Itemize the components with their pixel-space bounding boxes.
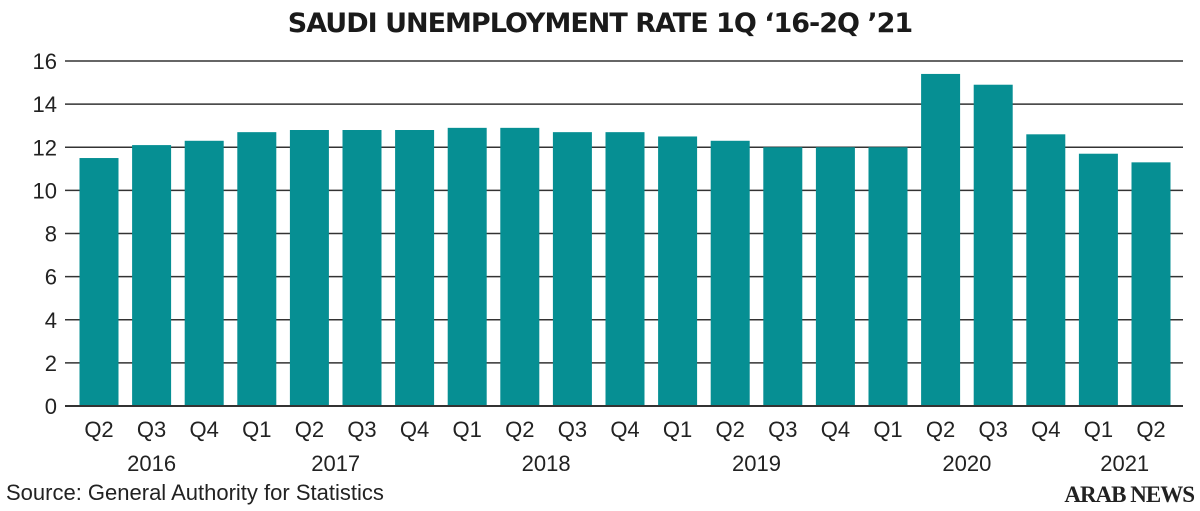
year-label: 2017 (311, 451, 360, 476)
source-note: Source: General Authority for Statistics (6, 480, 384, 505)
year-label: 2016 (127, 451, 176, 476)
x-tick-label: Q2 (716, 417, 745, 442)
x-tick-label: Q1 (242, 417, 271, 442)
bar (289, 130, 329, 405)
chart-title: SAUDI UNEMPLOYMENT RATE 1Q ‘16-2Q ’21 (287, 8, 913, 39)
y-tick-label: 8 (45, 222, 57, 247)
bar (395, 130, 435, 405)
x-tick-label: Q4 (190, 417, 219, 442)
x-tick-label: Q4 (821, 417, 850, 442)
bar (184, 140, 224, 405)
bar (605, 132, 645, 405)
year-label: 2021 (1100, 451, 1149, 476)
bar (132, 145, 172, 405)
bar (1026, 134, 1066, 405)
bar (815, 147, 855, 405)
x-tick-label: Q3 (558, 417, 587, 442)
x-tick-label: Q1 (873, 417, 902, 442)
y-tick-label: 4 (45, 308, 57, 333)
bar (79, 158, 119, 405)
x-tick-label: Q1 (1084, 417, 1113, 442)
x-tick-label: Q3 (979, 417, 1008, 442)
year-label: 2020 (942, 451, 991, 476)
bar (342, 130, 382, 405)
x-tick-label: Q1 (453, 417, 482, 442)
x-tick-label: Q2 (1136, 417, 1165, 442)
y-tick-label: 10 (33, 178, 57, 203)
bar (868, 147, 908, 405)
bar (921, 73, 961, 405)
x-tick-label: Q1 (663, 417, 692, 442)
bar (237, 132, 277, 405)
bar (500, 127, 540, 405)
arab-news-logo: ARAB NEWS (1064, 482, 1195, 507)
year-label: 2019 (732, 451, 781, 476)
y-tick-label: 6 (45, 265, 57, 290)
bar (658, 136, 698, 405)
y-tick-label: 16 (33, 49, 57, 74)
bar (763, 147, 803, 405)
x-tick-label: Q2 (84, 417, 113, 442)
year-label: 2018 (522, 451, 571, 476)
bar (1078, 153, 1118, 405)
bar (447, 127, 487, 405)
x-tick-label: Q4 (610, 417, 639, 442)
x-tick-label: Q3 (768, 417, 797, 442)
x-tick-label: Q2 (505, 417, 534, 442)
x-tick-label: Q4 (400, 417, 429, 442)
bar (1131, 162, 1171, 405)
y-tick-label: 14 (33, 92, 57, 117)
bar (973, 84, 1013, 405)
x-tick-label: Q3 (347, 417, 376, 442)
y-tick-label: 12 (33, 135, 57, 160)
y-tick-label: 2 (45, 351, 57, 376)
x-tick-label: Q2 (295, 417, 324, 442)
bar (552, 132, 592, 405)
x-tick-label: Q2 (926, 417, 955, 442)
bar (710, 140, 750, 405)
x-tick-label: Q4 (1031, 417, 1060, 442)
y-tick-label: 0 (45, 394, 57, 419)
x-tick-label: Q3 (137, 417, 166, 442)
